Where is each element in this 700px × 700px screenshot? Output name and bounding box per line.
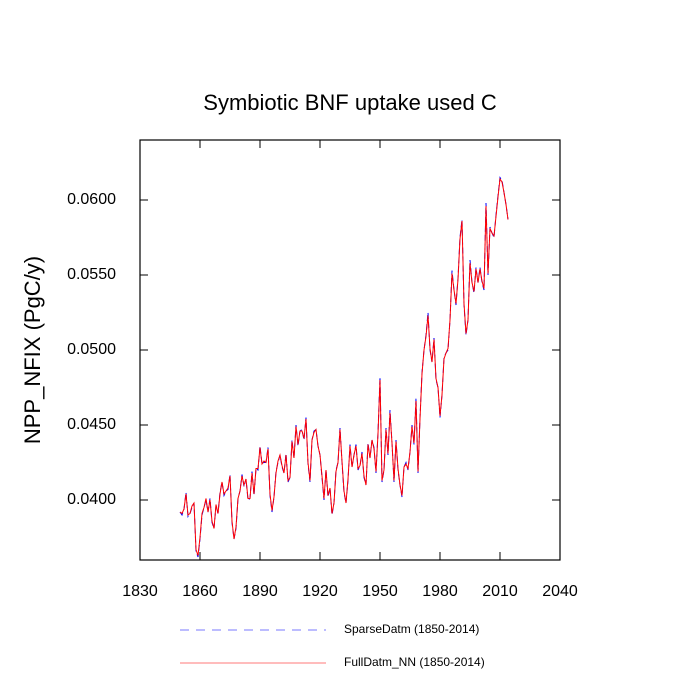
series-line bbox=[179, 177, 509, 556]
y-tick-label: 0.0550 bbox=[67, 266, 116, 283]
x-tick-label: 1950 bbox=[362, 583, 398, 600]
x-tick-label: 1860 bbox=[182, 583, 218, 600]
legend-label: FullDatm_NN (1850-2014) bbox=[344, 655, 485, 669]
x-tick-label: 1980 bbox=[422, 583, 458, 600]
y-tick-label: 0.0400 bbox=[67, 491, 116, 508]
series-line bbox=[179, 176, 509, 558]
y-tick-label: 0.0450 bbox=[67, 416, 116, 433]
x-tick-label: 1890 bbox=[242, 583, 278, 600]
y-tick-label: 0.0600 bbox=[67, 191, 116, 208]
x-tick-label: 2010 bbox=[482, 583, 518, 600]
legend-label: SparseDatm (1850-2014) bbox=[344, 622, 479, 636]
x-tick-label: 1830 bbox=[122, 583, 158, 600]
x-tick-label: 2040 bbox=[542, 583, 578, 600]
chart-title: Symbiotic BNF uptake used C bbox=[203, 90, 497, 115]
y-axis-label: NPP_NFIX (PgC/y) bbox=[20, 256, 45, 444]
y-tick-label: 0.0500 bbox=[67, 341, 116, 358]
x-tick-label: 1920 bbox=[302, 583, 338, 600]
